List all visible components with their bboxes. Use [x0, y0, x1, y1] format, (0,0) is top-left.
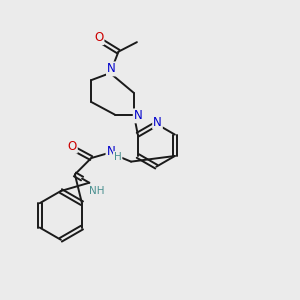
Text: N: N: [107, 62, 116, 75]
Text: N: N: [134, 110, 142, 122]
Text: N: N: [106, 145, 115, 158]
Text: O: O: [94, 31, 104, 44]
Text: H: H: [114, 152, 122, 162]
Text: NH: NH: [89, 186, 104, 196]
Text: N: N: [153, 116, 162, 129]
Text: O: O: [68, 140, 77, 153]
